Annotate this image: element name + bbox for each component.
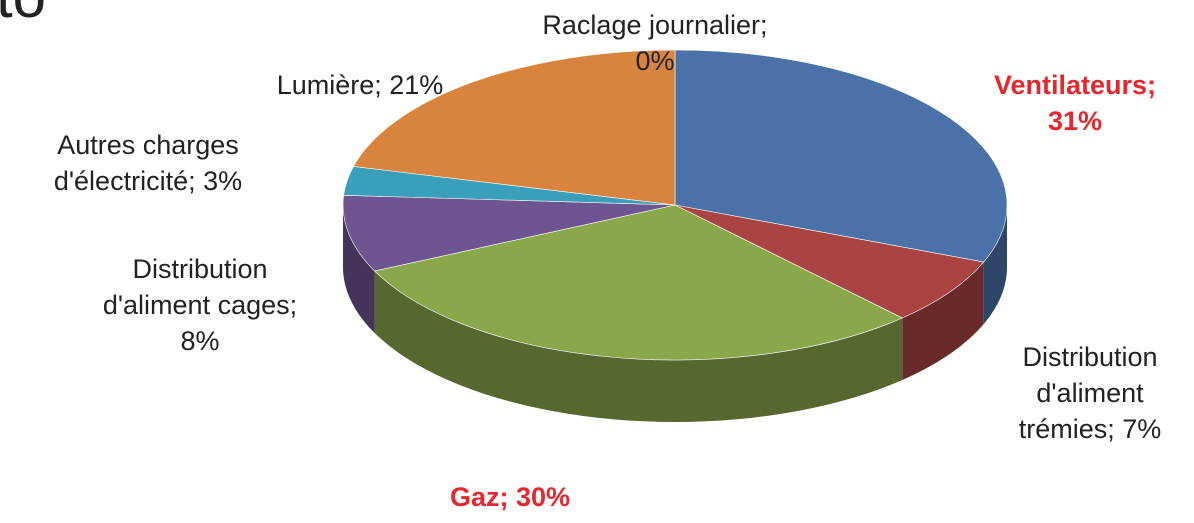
value-label: ; 30% (499, 482, 571, 512)
data-label: Gaz; 30% (380, 480, 640, 516)
category-label: Ventilateurs (993, 70, 1148, 100)
pie-side (902, 262, 984, 380)
value-label: ; 7% (1107, 413, 1162, 444)
chart-title: to (0, 0, 46, 31)
pie-slice (674, 49, 1008, 263)
category-label: Distribution d'aliment cages (102, 254, 290, 320)
value-label: ; 31% (1047, 70, 1157, 136)
category-label: Gaz (449, 482, 500, 512)
data-label: Raclage journalier; 0% (540, 8, 770, 80)
value-label: ; 3% (188, 165, 243, 196)
pie-slice (674, 204, 985, 319)
category-label: Distribution d'aliment trémies (1018, 342, 1158, 444)
pie-side (374, 270, 903, 422)
data-label: Distribution d'aliment trémies; 7% (990, 340, 1190, 448)
category-label: Raclage journalier (542, 10, 761, 40)
data-label: Ventilateurs; 31% (975, 68, 1175, 140)
data-label: Autres charges d'électricité; 3% (13, 128, 283, 200)
pie-slice (342, 194, 676, 272)
category-label: Lumière (276, 70, 375, 100)
pie-slice (352, 49, 676, 206)
value-label: ; 21% (374, 70, 444, 100)
pie-side (343, 205, 375, 333)
data-label: Lumière; 21% (235, 68, 485, 104)
value-label: ; 0% (635, 10, 768, 76)
category-label: Autres charges d'électricité (53, 130, 239, 196)
value-label: ; 8% (180, 289, 298, 356)
pie-slice (373, 204, 903, 361)
data-label: Distribution d'aliment cages; 8% (80, 252, 320, 360)
